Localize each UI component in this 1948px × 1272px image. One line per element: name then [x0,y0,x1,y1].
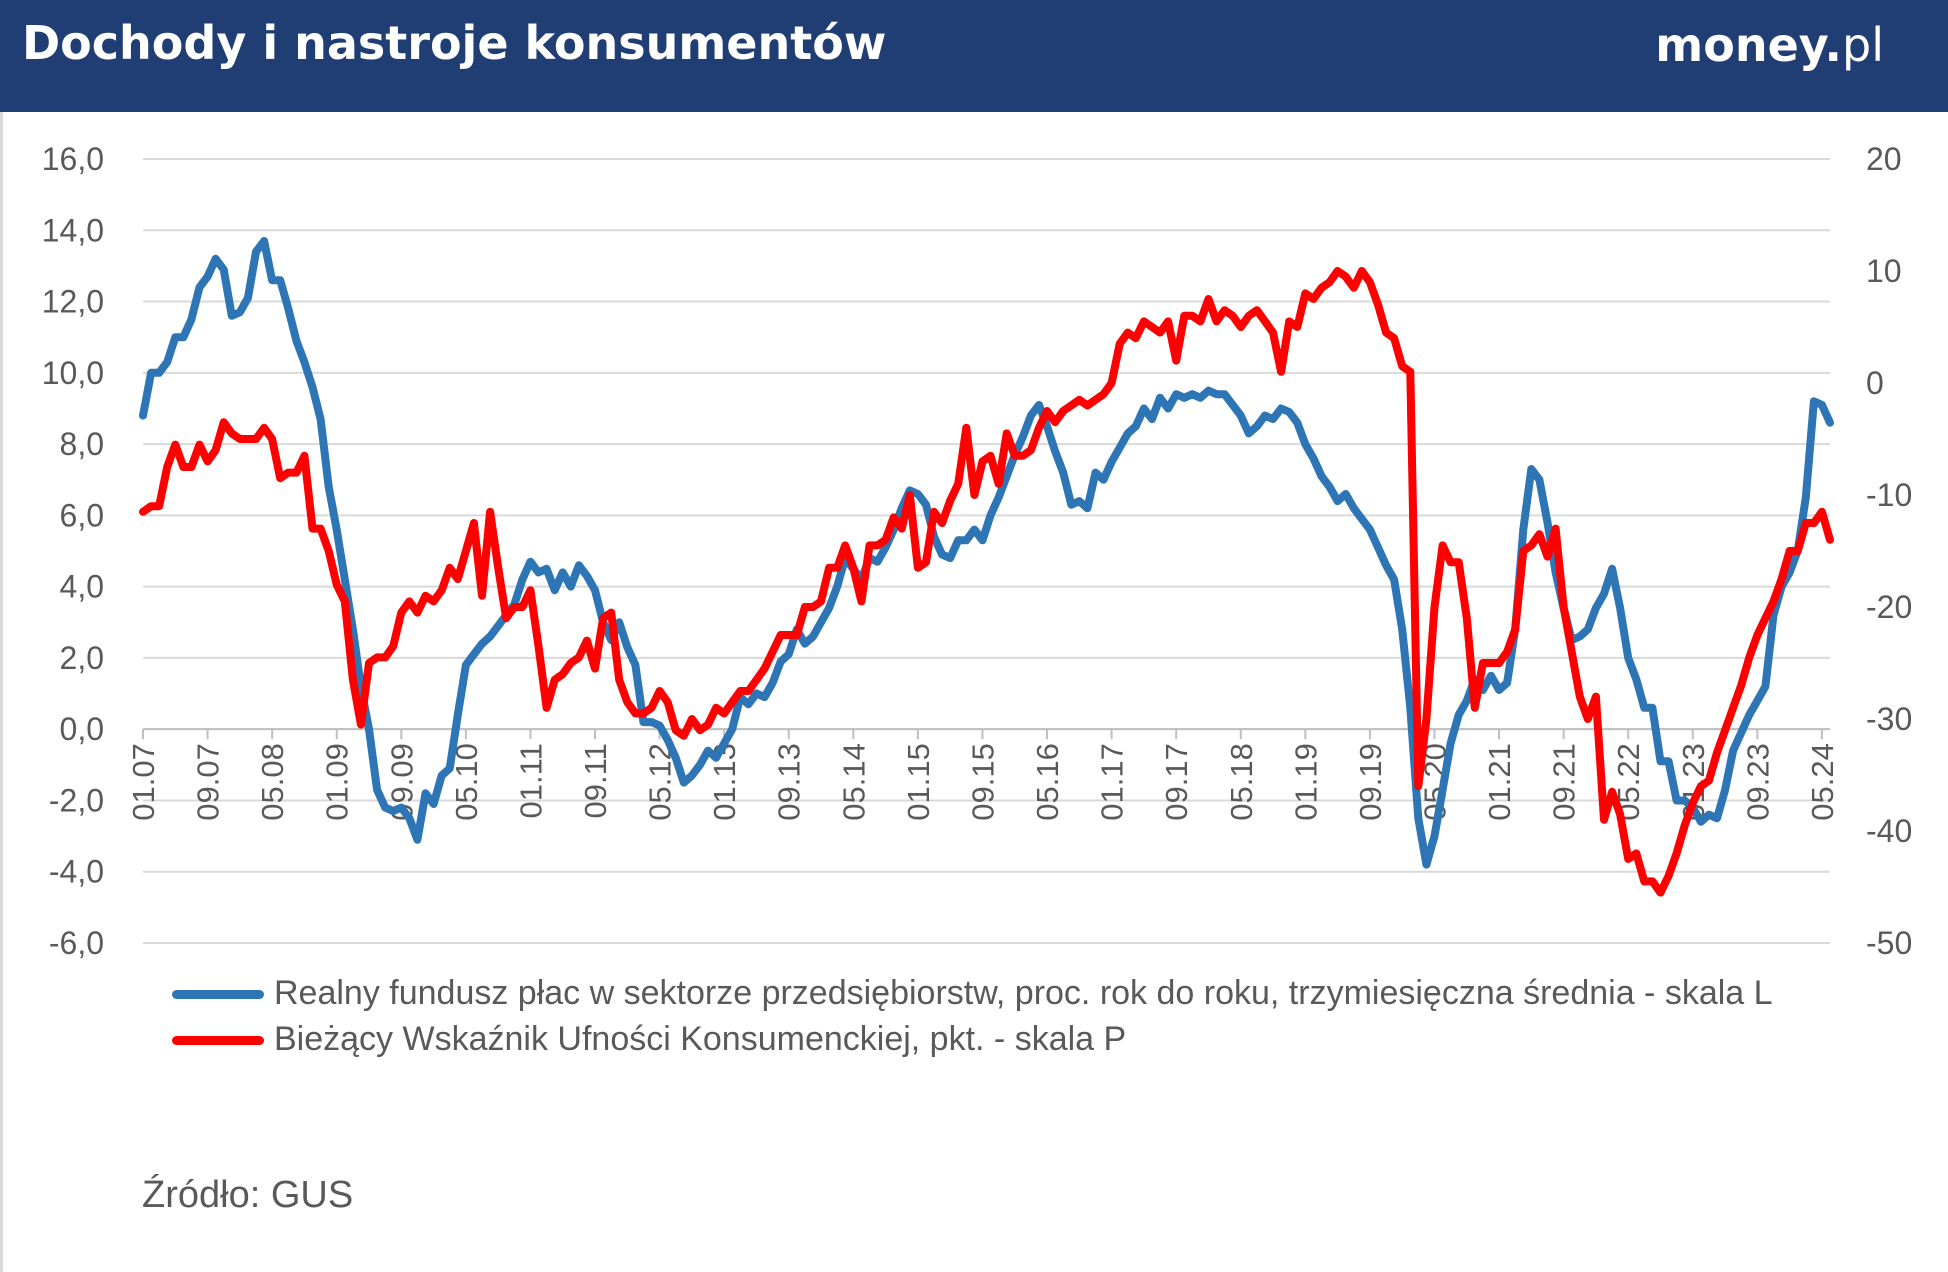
series-line-confidence [139,267,1834,897]
left-tick-label: -4,0 [49,854,104,890]
logo-main-text: money. [1655,18,1843,72]
x-tick-label: 01.11 [513,743,548,818]
x-tick-label: 05.14 [836,743,871,821]
legend: Realny fundusz płac w sektorze przedsięb… [168,970,1818,1062]
x-tick-label: 01.17 [1095,743,1130,821]
x-tick-label: 01.07 [126,743,161,821]
left-border-rule [0,112,3,1272]
x-tick-label: 09.17 [1159,743,1194,821]
money-pl-logo: money.pl [1655,18,1884,72]
page-title: Dochody i nastroje konsumentów [22,16,887,70]
left-tick-label: 6,0 [60,497,104,533]
left-tick-label: 2,0 [60,640,104,676]
right-tick-label: 0 [1866,365,1884,401]
legend-swatch-confidence [172,1036,264,1045]
left-tick-label: -2,0 [49,782,104,818]
left-tick-label: 12,0 [42,284,104,320]
x-tick-label: 05.24 [1805,743,1840,821]
legend-label-confidence: Bieżący Wskaźnik Ufności Konsumenckiej, … [274,1020,1127,1058]
left-tick-label: 4,0 [60,569,104,605]
x-tick-label: 09.13 [772,743,807,821]
left-tick-label: 14,0 [42,212,104,248]
series-line-wages [139,237,1834,869]
legend-item-confidence: Bieżący Wskaźnik Ufności Konsumenckiej, … [168,1016,1818,1062]
x-tick-label: 01.21 [1482,743,1517,821]
x-tick-label: 09.07 [191,743,226,821]
left-tick-label: 16,0 [42,141,104,177]
x-tick-label: 01.15 [901,743,936,821]
source-note: Źródło: GUS [142,1174,354,1216]
x-tick-label: 09.19 [1353,743,1388,821]
legend-item-wages: Realny fundusz płac w sektorze przedsięb… [168,970,1818,1016]
left-tick-label: -6,0 [49,925,104,961]
left-tick-label: 8,0 [60,426,104,462]
left-tick-label: 0,0 [60,711,104,747]
right-tick-label: -20 [1866,589,1912,625]
legend-swatch-wages [172,990,264,999]
right-tick-label: -40 [1866,813,1912,849]
right-tick-label: 20 [1866,141,1902,177]
x-tick-label: 09.11 [578,743,613,818]
x-tick-label: 09.15 [965,743,1000,821]
right-tick-label: -10 [1866,477,1912,513]
right-tick-label: -30 [1866,701,1912,737]
x-tick-label: 09.23 [1740,743,1775,821]
right-tick-label: 10 [1866,253,1902,289]
x-tick-label: 01.09 [320,743,355,821]
right-tick-label: -50 [1866,925,1912,961]
series-lines [139,237,1834,897]
x-tick-label: 05.08 [255,743,290,821]
right-axis-labels: -50 -40 -30 -20 -10 0 10 20 [1866,141,1912,961]
left-tick-label: 10,0 [42,355,104,391]
x-tick-label: 05.16 [1030,743,1065,821]
x-tick-label: 09.21 [1547,743,1582,821]
x-tick-label: 01.19 [1288,743,1323,821]
legend-label-wages: Realny fundusz płac w sektorze przedsięb… [274,974,1773,1012]
header-bar: Dochody i nastroje konsumentów money.pl [0,0,1948,112]
logo-suffix-text: pl [1842,18,1884,72]
grid-lines [143,158,1830,944]
left-axis-labels: -6,0 -4,0 -2,0 0,0 2,0 4,0 6,0 8,0 10,0 12,0 14,0 1… [42,141,104,961]
x-tick-label: 05.18 [1224,743,1259,821]
